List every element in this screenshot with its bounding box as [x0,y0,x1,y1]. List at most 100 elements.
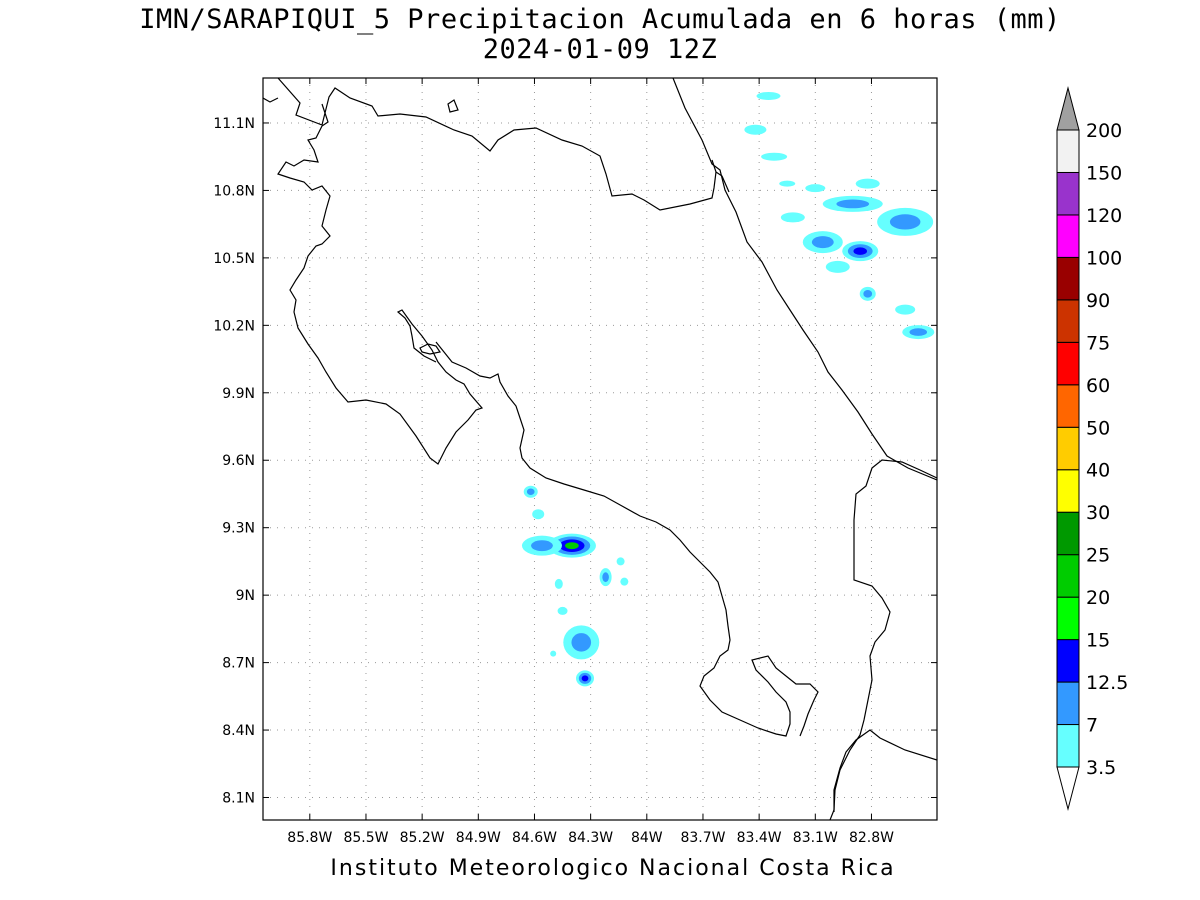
map-axes: 85.8W 85.5W 85.2W 84.9W 84.6W 84.3W 84W 83.7W 83… [213,78,937,846]
chira-island [419,343,441,355]
lat-tick-label: 10.5N [213,251,255,267]
color-legend: 3.5 7 12.5 15 20 25 30 40 50 60 75 90 100 120 150 200 [1056,86,1128,811]
coastline-and-borders [263,78,937,820]
legend-swatch [1056,554,1080,598]
legend-label: 15 [1086,630,1110,652]
legend-swatch [1056,681,1080,726]
precip-contour [779,180,796,187]
precip-contour [855,178,880,189]
lon-tick-label: 85.5W [343,830,388,846]
lon-tick-label: 83.4W [737,830,782,846]
precip-contour [761,152,788,161]
lon-tick-label: 85.8W [287,830,332,846]
lon-tick-label: 84W [631,830,663,846]
lon-tick-label: 85.2W [400,830,445,846]
precip-contour [550,650,557,657]
precip-contour [836,199,870,209]
precip-contour [889,214,921,230]
legend-label: 120 [1086,205,1122,227]
precip-contour [565,542,579,550]
gulf-of-nicoya-coast [435,341,819,737]
map-title: IMN/SARAPIQUI_5 Precipitacion Acumulada … [139,4,1061,35]
legend-label: 25 [1086,545,1110,567]
lake-nicaragua-shore [321,103,329,127]
legend-swatch [1056,426,1080,471]
legend-swatch [1056,639,1080,683]
lat-tick-label: 9.6N [222,453,255,469]
map-background [263,78,937,820]
legend-label: 75 [1086,332,1110,354]
lon-tick-label: 84.6W [512,830,557,846]
punta-burica-coast [833,729,937,812]
precip-contour [557,606,568,615]
legend-label: 20 [1086,587,1110,609]
precip-contour [602,572,609,583]
legend-label: 60 [1086,375,1110,397]
legend-swatch [1056,171,1080,216]
precip-contour [531,540,553,552]
legend-swatch [1056,469,1080,513]
legend-swatch [1056,596,1080,641]
precip-contour [805,184,826,193]
precipitation-field [521,91,935,687]
lat-tick-label: 11.1N [213,116,255,132]
lon-tick-label: 82.8W [849,830,894,846]
lat-tick-label: 10.2N [213,318,255,334]
map-frame [262,77,938,821]
lon-tick-label: 84.9W [456,830,501,846]
precip-contour [811,236,834,249]
legend-label: 50 [1086,417,1110,439]
pacific-north-coast [263,97,279,103]
lat-tick-label: 9.9N [222,386,255,402]
legend-label: 7 [1086,715,1098,737]
legend-label: 100 [1086,247,1122,269]
lake-islet [447,99,459,113]
precip-contour [554,578,563,589]
legend-swatch [1056,256,1080,301]
legend-label: 3.5 [1086,757,1116,779]
legend-swatch [1056,214,1080,258]
precip-contour [571,633,592,652]
legend-swatch [1056,511,1080,556]
precip-contour [616,557,625,566]
legend-swatch [1056,341,1080,386]
precip-contour [532,509,545,520]
precip-contour [744,124,767,135]
precip-contour [780,212,805,223]
legend-swatch [1056,724,1080,768]
lat-tick-label: 9N [236,588,255,604]
map-subtitle: 2024-01-09 12Z [482,34,718,65]
credit-footer: Instituto Meteorologico Nacional Costa R… [330,856,896,881]
precip-contour [526,488,535,495]
lon-tick-label: 84.3W [568,830,613,846]
map-gridlines [263,78,937,820]
legend-label: 200 [1086,120,1122,142]
legend-label: 12.5 [1086,672,1128,694]
guanacaste-coast [277,125,484,465]
lon-tick-label: 83.1W [793,830,838,846]
precip-contour [581,675,589,682]
precip-contour [756,91,781,100]
lat-tick-label: 8.7N [222,656,255,672]
precip-contour [909,328,928,336]
precip-contour [863,290,873,298]
panama-border [829,459,937,820]
legend-label: 150 [1086,162,1122,184]
legend-swatch [1056,129,1080,173]
san-juan-delta [711,159,730,193]
legend-upper-arrow [1056,86,1080,131]
lon-tick-label: 83.7W [680,830,725,846]
legend-lower-arrow [1056,766,1080,811]
precip-contour [895,304,916,315]
precip-contour [825,260,850,273]
legend-swatch [1056,299,1080,343]
lat-tick-label: 9.3N [222,521,255,537]
lat-tick-label: 8.4N [222,723,255,739]
legend-label: 30 [1086,502,1110,524]
nicaragua-border-coast [277,78,717,211]
lat-tick-label: 10.8N [213,183,255,199]
legend-swatch [1056,384,1080,428]
precip-contour [853,247,867,255]
legend-label: 40 [1086,460,1110,482]
